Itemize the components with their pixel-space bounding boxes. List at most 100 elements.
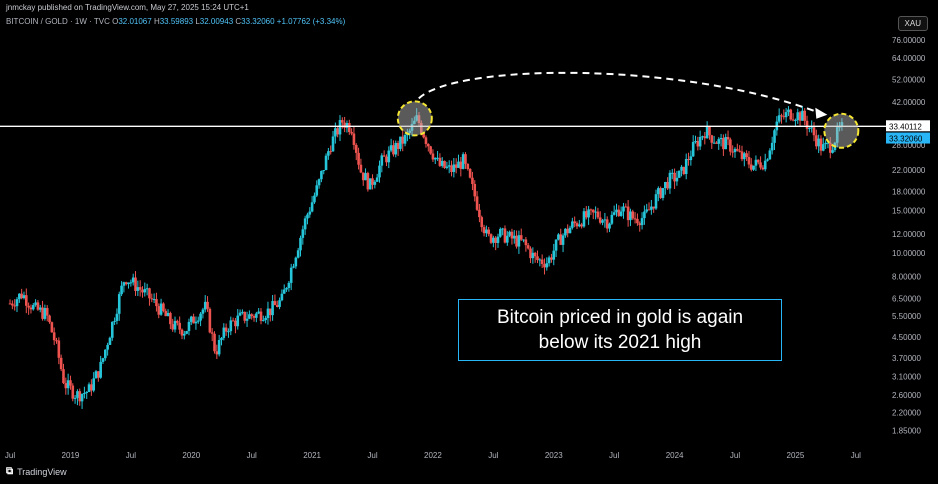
candle-body [701,136,704,138]
candle-body [478,209,481,218]
candles-group [8,105,844,409]
candle-body [110,321,114,338]
candle-body [120,285,123,295]
y-tick-label: 1.85000 [892,427,921,436]
candle-body [71,385,75,399]
candle-body [722,137,725,150]
candle-body [756,159,760,163]
candle-body [41,307,44,319]
candle-body [715,142,718,144]
candle-body [496,236,500,243]
last-price-tag [886,132,930,144]
candle-body [329,151,332,153]
candle-body [280,293,284,301]
candle-body [185,331,188,334]
candle-body [554,239,558,251]
candle-body [29,307,33,310]
candle-body [601,220,604,223]
candle-body [334,128,337,137]
candle-body [366,173,370,190]
y-tick-label: 15.00000 [892,207,926,216]
candle-body [368,178,372,190]
candle-body [143,289,147,293]
candle-body [631,211,635,219]
candle-body [155,299,158,307]
candle-body [422,133,425,138]
candle-body [724,136,728,150]
candle-body [166,312,170,317]
candle-body [210,332,214,334]
candle-body [403,135,407,144]
candle-body [176,320,179,323]
candle-body [322,170,326,172]
candle-body [213,333,216,352]
candle-body [529,248,532,259]
candle-body [703,136,707,139]
candle-body [726,136,730,140]
candle-body [55,340,58,342]
candle-body [438,157,442,166]
candle-body [364,173,367,181]
candle-body [687,159,690,161]
candle-body [540,259,544,265]
tradingview-logo-icon: ⧉ [6,466,14,477]
candle-body [605,219,609,229]
candle-body [157,306,161,315]
candle-body [824,142,827,145]
candle-body [113,320,116,322]
candle-body [287,282,291,288]
candle-body [643,211,646,219]
candle-body [152,299,156,301]
candle-body [452,164,456,173]
candle-body [173,320,177,330]
candle-body [104,349,107,359]
candle-body [698,136,702,147]
candle-body [457,161,460,168]
candle-body [763,160,767,170]
publisher-line: jnmckay published on TradingView.com, Ma… [6,3,249,12]
candle-body [375,177,379,182]
candle-body [338,120,342,135]
candle-body [508,231,511,236]
candle-body [134,277,137,291]
candle-body [761,167,765,170]
candle-body [50,322,54,333]
candle-body [787,109,790,113]
candle-body [475,196,479,210]
candle-body [108,337,112,345]
currency-button[interactable]: XAU [897,16,928,31]
candle-body [736,148,739,151]
hline-price-label: 33.40112 [889,122,922,131]
candle-body [282,289,286,294]
candle-body [654,194,658,209]
candle-body [350,132,353,134]
candle-body [303,218,307,230]
candle-body [719,137,723,140]
candle-body [57,340,61,358]
x-tick-label: Jul [5,451,15,460]
candle-body [557,234,560,240]
candle-body [361,172,365,181]
candle-body [608,223,611,229]
candle-body [710,135,714,143]
candle-body [812,127,816,136]
y-tick-label: 12.00000 [892,230,926,239]
x-tick-label: 2023 [545,451,563,460]
footer[interactable]: ⧉ TradingView [6,466,67,477]
candle-body [768,150,772,160]
candle-body [162,303,165,311]
candle-body [150,298,154,300]
candle-body [52,332,56,341]
candle-body [717,139,721,144]
candle-body [250,314,253,317]
candle-body [310,202,314,212]
candle-body [127,282,130,285]
candle-body [245,318,249,321]
x-tick-label: 2020 [182,451,200,460]
candle-body [257,311,260,314]
candle-body [31,305,35,310]
candle-body [568,227,572,234]
candle-body [680,166,683,171]
candle-body [492,237,495,243]
